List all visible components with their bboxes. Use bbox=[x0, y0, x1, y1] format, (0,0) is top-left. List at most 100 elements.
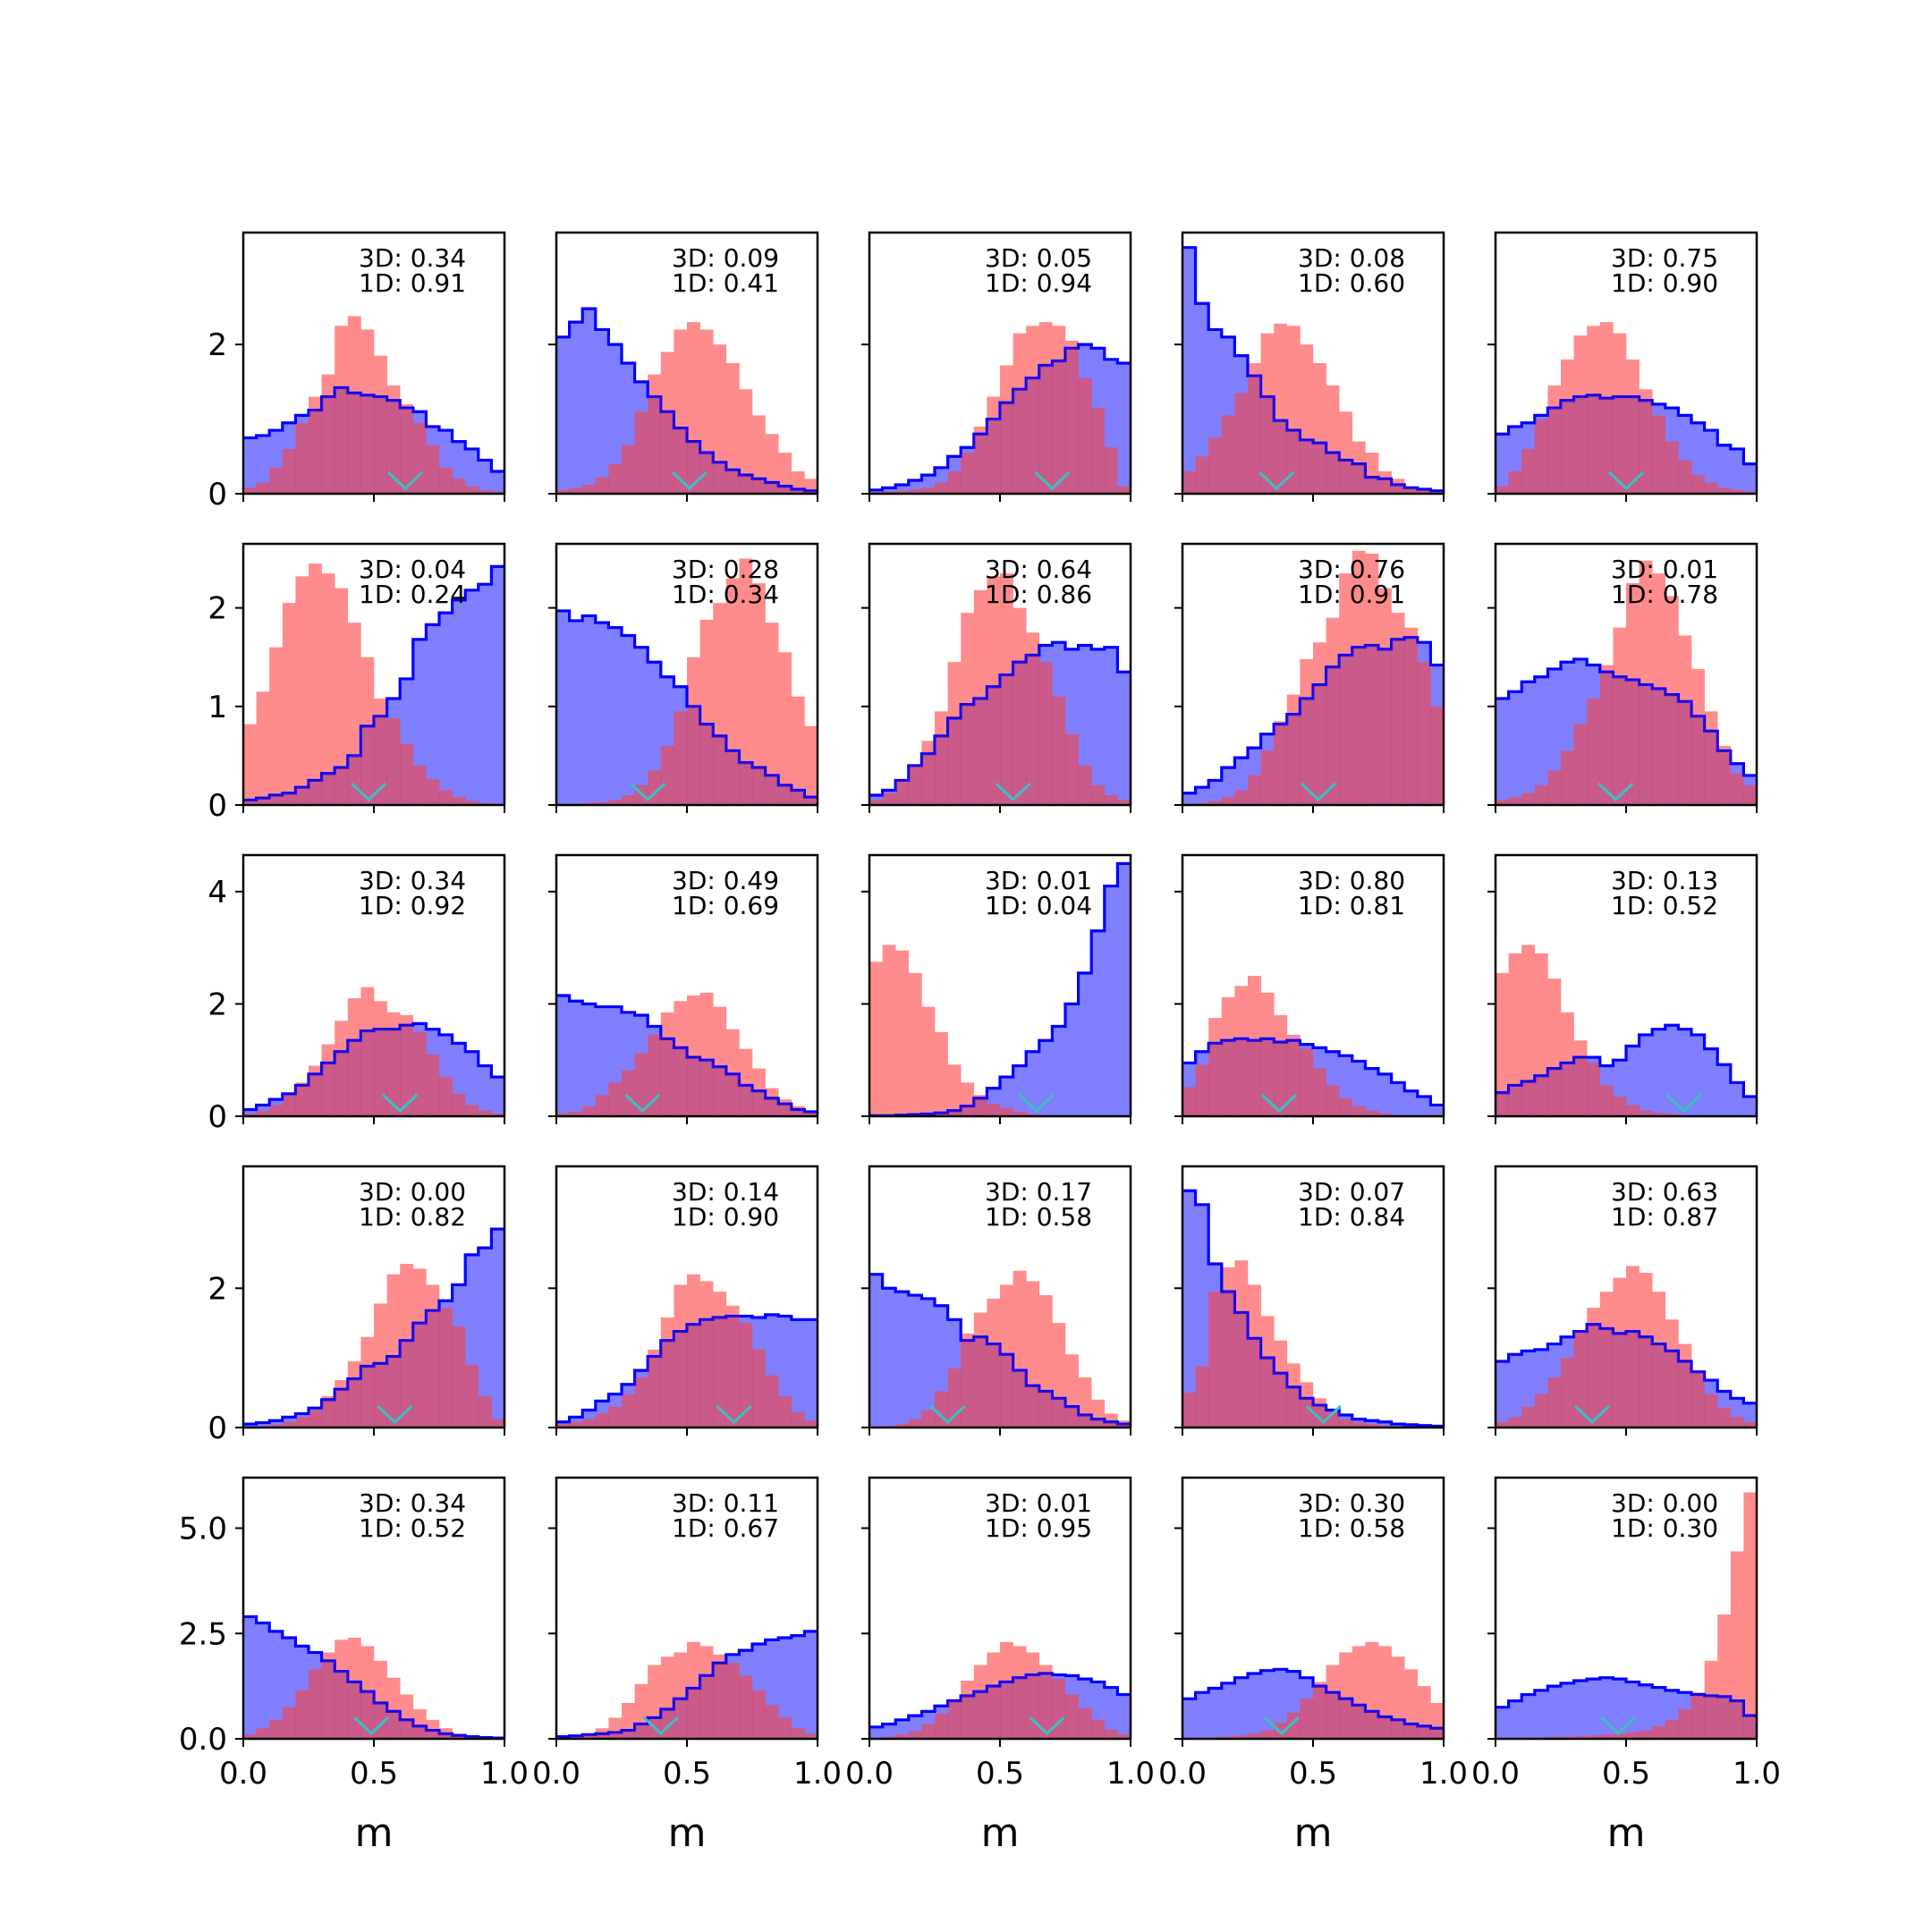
overlap-bar bbox=[987, 419, 1001, 494]
overlap-bar bbox=[1104, 1729, 1118, 1739]
overlap-bar bbox=[1639, 1336, 1653, 1428]
overlap-bar bbox=[1313, 684, 1326, 805]
red-histogram-bar bbox=[1613, 627, 1627, 805]
overlap-bar bbox=[739, 1323, 753, 1428]
overlap-bar bbox=[1000, 1682, 1013, 1739]
red-histogram-bar bbox=[687, 657, 700, 805]
red-histogram-bar bbox=[295, 576, 309, 805]
overlap-bar bbox=[1417, 662, 1431, 805]
overlap-bar bbox=[478, 489, 492, 494]
overlap-bar bbox=[895, 1734, 910, 1739]
overlap-bar bbox=[973, 1336, 987, 1428]
red-histogram-bar bbox=[1496, 972, 1509, 1116]
overlap-bar bbox=[921, 1410, 936, 1428]
red-histogram-bar bbox=[987, 396, 1001, 494]
overlap-bar bbox=[1730, 489, 1744, 494]
blue-histogram-outline bbox=[1182, 246, 1444, 493]
overlap-bar bbox=[1300, 1699, 1314, 1739]
red-histogram-bar bbox=[269, 1424, 284, 1428]
overlap-bar bbox=[1104, 1421, 1118, 1428]
annotation-3d: 3D: 0.01 bbox=[985, 1488, 1092, 1518]
red-histogram-bar bbox=[961, 1333, 975, 1428]
overlap-bar bbox=[1234, 1038, 1249, 1116]
red-histogram-bar bbox=[1508, 470, 1522, 494]
red-histogram-bar bbox=[1208, 1292, 1223, 1428]
overlap-bar bbox=[1496, 486, 1509, 494]
overlap-bar bbox=[465, 486, 479, 494]
overlap-bar bbox=[426, 445, 440, 494]
red-histogram-bar bbox=[725, 1663, 740, 1739]
red-histogram-bar bbox=[1599, 1292, 1614, 1428]
overlap-bar bbox=[1508, 470, 1522, 494]
overlap-bar bbox=[1391, 1719, 1405, 1739]
annotation-1d: 1D: 0.58 bbox=[985, 1202, 1092, 1232]
overlap-bar bbox=[386, 400, 401, 494]
overlap-bar bbox=[908, 765, 922, 805]
annotation-3d: 3D: 0.01 bbox=[985, 866, 1092, 895]
overlap-bar bbox=[1352, 1705, 1366, 1739]
overlap-bar bbox=[804, 1111, 818, 1116]
x-tick-label: 1.0 bbox=[1106, 1756, 1155, 1792]
red-histogram-bar bbox=[1534, 419, 1548, 494]
red-histogram-bar bbox=[1234, 790, 1249, 805]
overlap-bar bbox=[1717, 1696, 1732, 1739]
overlap-bar bbox=[1665, 441, 1679, 494]
overlap-bar bbox=[1430, 491, 1445, 494]
red-histogram-bar bbox=[713, 344, 727, 494]
overlap-bar bbox=[1587, 698, 1601, 805]
red-histogram-bar bbox=[347, 623, 361, 805]
red-histogram-bar bbox=[282, 1707, 296, 1739]
red-histogram-bar bbox=[1547, 386, 1562, 494]
annotation-3d: 3D: 0.30 bbox=[1298, 1488, 1405, 1518]
annotation-3d: 3D: 0.28 bbox=[672, 555, 779, 584]
red-histogram-bar bbox=[1587, 1735, 1601, 1739]
overlap-bar bbox=[1678, 1709, 1692, 1739]
x-tick-label: 0.5 bbox=[350, 1756, 398, 1792]
y-tick-label: 0 bbox=[208, 477, 227, 513]
red-histogram-bar bbox=[1313, 1068, 1326, 1116]
overlap-bar bbox=[608, 800, 623, 805]
blue-histogram-outline bbox=[243, 1021, 504, 1112]
overlap-bar bbox=[752, 479, 766, 494]
red-histogram-bar bbox=[335, 1640, 349, 1739]
overlap-bar bbox=[1521, 448, 1536, 494]
overlap-bar bbox=[622, 1070, 635, 1116]
x-tick-label: 0.0 bbox=[219, 1756, 267, 1792]
x-tick-label: 0.5 bbox=[976, 1756, 1024, 1792]
red-histogram-bar bbox=[648, 374, 662, 494]
overlap-bar bbox=[1326, 1692, 1340, 1739]
overlap-bar bbox=[1195, 456, 1209, 494]
overlap-bar bbox=[1208, 1043, 1223, 1116]
overlap-bar bbox=[439, 1733, 453, 1739]
red-histogram-bar bbox=[1065, 1694, 1079, 1739]
x-tick-label: 0.0 bbox=[532, 1756, 580, 1792]
overlap-bar bbox=[660, 411, 674, 494]
overlap-bar bbox=[791, 488, 805, 494]
red-histogram-bar bbox=[491, 491, 505, 494]
overlap-bar bbox=[1208, 801, 1223, 805]
overlap-bar bbox=[1626, 1732, 1640, 1739]
overlap-bar bbox=[1339, 1419, 1353, 1428]
red-histogram-bar bbox=[1404, 627, 1419, 805]
overlap-bar bbox=[1091, 1719, 1106, 1739]
red-histogram-bar bbox=[1652, 1113, 1666, 1116]
red-histogram-bar bbox=[295, 1690, 309, 1739]
overlap-bar bbox=[660, 745, 674, 805]
overlap-bar bbox=[347, 1040, 361, 1116]
overlap-bar bbox=[1587, 394, 1601, 494]
overlap-bar bbox=[1104, 794, 1118, 805]
marker-v-icon bbox=[716, 1404, 752, 1425]
overlap-bar bbox=[1730, 1700, 1744, 1739]
overlap-bar bbox=[961, 704, 975, 805]
marker-v-icon bbox=[630, 782, 666, 802]
overlap-bar bbox=[791, 1728, 805, 1739]
red-histogram-bar bbox=[256, 1728, 270, 1739]
red-histogram-bar bbox=[582, 1419, 597, 1428]
red-histogram-bar bbox=[347, 316, 361, 494]
red-histogram-bar bbox=[882, 491, 896, 494]
red-histogram-bar bbox=[1626, 583, 1640, 805]
red-histogram-bar bbox=[1300, 344, 1314, 494]
overlap-bar bbox=[1521, 1406, 1536, 1428]
red-histogram-bar bbox=[947, 470, 962, 494]
x-tick-label: 1.0 bbox=[1733, 1756, 1781, 1792]
